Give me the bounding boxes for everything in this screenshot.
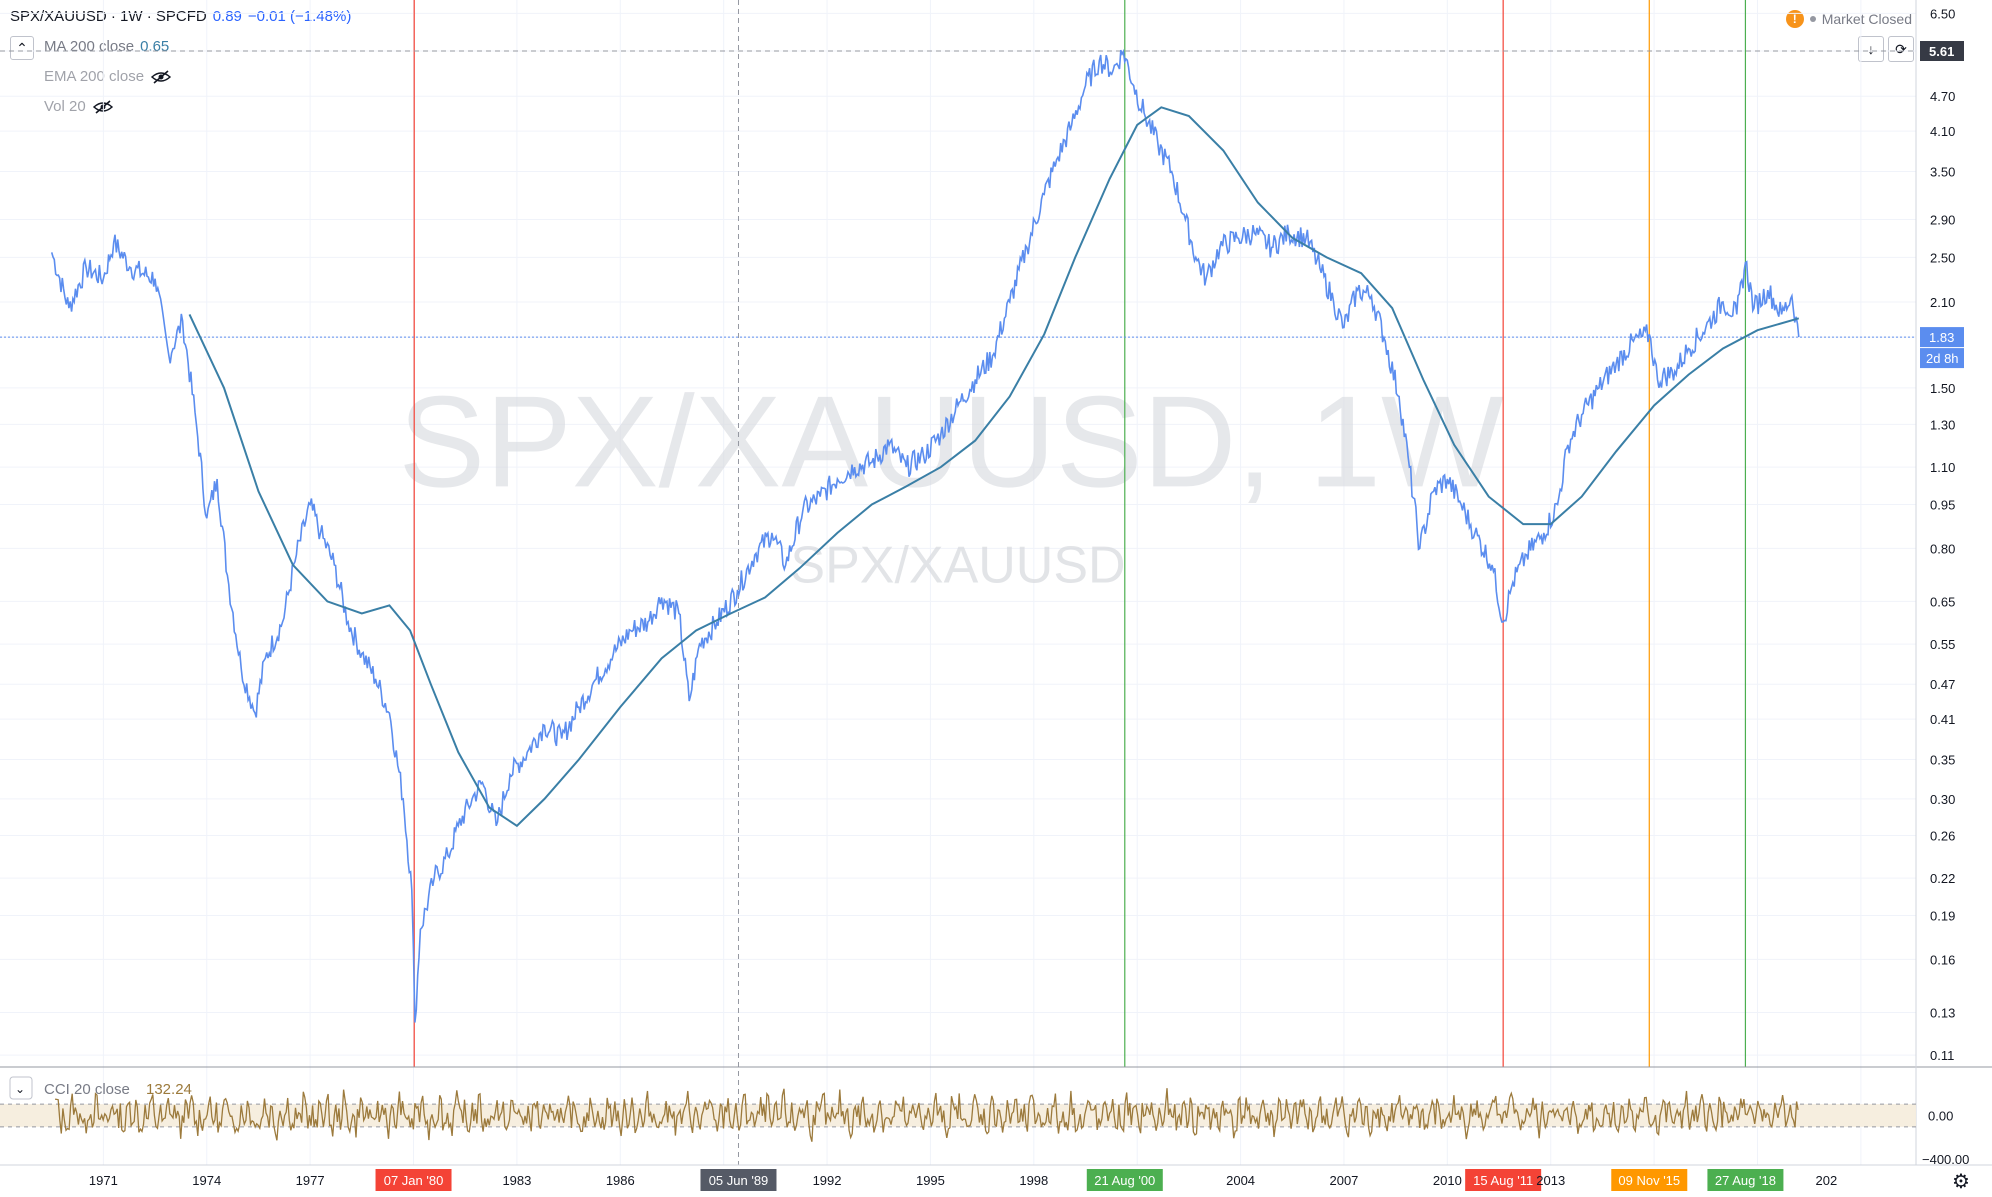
time-event-badge: [700, 1169, 777, 1191]
last-price: 0.89: [212, 8, 242, 25]
x-tick-label: 1974: [192, 1173, 221, 1188]
y-tick-label: 0.55: [1930, 637, 1955, 652]
x-tick-label: 2013: [1536, 1173, 1565, 1188]
symbol-title[interactable]: SPX/XAUUSD · 1W · SPCFD: [10, 8, 207, 25]
y-tick-label: 2.10: [1930, 295, 1955, 310]
chevron-up-icon: ⌃: [16, 39, 28, 56]
time-event-badge-label: 09 Nov '15: [1618, 1173, 1680, 1188]
time-event-badge-label: 27 Aug '18: [1715, 1173, 1776, 1188]
time-event-badge: [1086, 1169, 1163, 1191]
cci-legend-label: CCI 20 close: [44, 1081, 130, 1098]
y-tick-label: 6.50: [1930, 6, 1955, 21]
time-event-badge-label: 05 Jun '89: [709, 1173, 769, 1188]
y-tick-label: 4.70: [1930, 89, 1955, 104]
eye-off-icon[interactable]: [92, 99, 114, 114]
indicator-vol[interactable]: Vol 20: [44, 98, 114, 115]
last-price-badge-label: 1.83: [1929, 330, 1954, 345]
x-tick-label: 2004: [1226, 1173, 1255, 1188]
countdown-badge: [1920, 348, 1964, 369]
watermark-big: SPX/XAUUSD, 1W: [398, 368, 1504, 514]
y-tick-label: 0.47: [1930, 677, 1955, 692]
x-tick-label: 1977: [296, 1173, 325, 1188]
market-status[interactable]: ! Market Closed: [1785, 10, 1912, 28]
x-tick-label: 1995: [916, 1173, 945, 1188]
indicator-ema-label: EMA 200 close: [44, 68, 145, 85]
y-tick-label: 0.41: [1930, 712, 1955, 727]
collapse-indicators-button[interactable]: ⌃: [10, 36, 34, 60]
x-tick-label: 1998: [1019, 1173, 1048, 1188]
indicator-vol-label: Vol 20: [44, 98, 86, 115]
y-tick-label: 2.90: [1930, 213, 1955, 228]
x-tick-label: 2010: [1433, 1173, 1462, 1188]
warning-icon: !: [1785, 10, 1804, 28]
cci-series-line: [55, 1088, 1799, 1142]
x-tick-label: 2007: [1329, 1173, 1358, 1188]
time-event-badge-label: 07 Jan '80: [384, 1173, 444, 1188]
y-tick-label: 1.50: [1930, 381, 1955, 396]
current-price-badge-label: 5.61: [1929, 44, 1954, 59]
chart-legend: SPX/XAUUSD · 1W · SPCFD 0.89 −0.01 (−1.4…: [10, 8, 351, 25]
x-tick-label: 1992: [813, 1173, 842, 1188]
y-tick-label: 0.13: [1930, 1005, 1955, 1020]
current-price-badge: [1920, 40, 1964, 61]
cci-legend-value: 132.24: [146, 1081, 192, 1098]
market-status-label: Market Closed: [1821, 11, 1912, 27]
countdown-badge-label: 2d 8h: [1926, 351, 1959, 366]
y-tick-label: 0.11: [1930, 1048, 1954, 1063]
y-tick-label: 0.22: [1930, 871, 1955, 886]
x-tick-label: 1986: [606, 1173, 635, 1188]
last-price-badge: [1920, 327, 1964, 348]
ma200-series-line: [188, 106, 1800, 828]
y-tick-label: 0.26: [1930, 828, 1955, 843]
cci-y-tick-label: 0.00: [1928, 1109, 1953, 1124]
auto-scale-button[interactable]: ⟳: [1888, 36, 1914, 62]
time-event-badge-label: 15 Aug '11: [1473, 1173, 1533, 1188]
y-tick-label: 4.10: [1930, 124, 1955, 139]
watermark-small: SPX/XAUUSD: [790, 537, 1125, 595]
y-tick-label: 0.95: [1930, 498, 1955, 513]
y-tick-label: 1.10: [1930, 460, 1955, 475]
y-tick-label: 0.16: [1930, 952, 1955, 967]
y-tick-label: 0.65: [1930, 594, 1955, 609]
x-tick-label: 202: [1816, 1173, 1838, 1188]
y-tick-label: 0.80: [1930, 541, 1955, 556]
cci-collapse-button: [9, 1076, 33, 1100]
indicator-ema[interactable]: EMA 200 close: [44, 68, 172, 85]
price-series-line: [50, 48, 1800, 1023]
y-tick-label: 2.50: [1930, 250, 1955, 265]
scroll-to-latest-button[interactable]: ↓: [1858, 36, 1884, 62]
time-event-badge: [375, 1169, 452, 1191]
y-tick-label: 0.19: [1930, 909, 1955, 924]
time-event-badge: [1611, 1169, 1688, 1191]
time-event-badge: [1707, 1169, 1784, 1191]
y-tick-label: 1.30: [1930, 417, 1955, 432]
chevron-down-icon: ⌄: [15, 1082, 25, 1096]
y-tick-label: 0.35: [1930, 753, 1955, 768]
eye-off-icon[interactable]: [150, 69, 172, 84]
cci-y-tick-label: −400.00: [1922, 1152, 1969, 1167]
y-tick-label: 0.30: [1930, 792, 1955, 807]
x-tick-label: 1983: [502, 1173, 531, 1188]
price-change: −0.01 (−1.48%): [247, 8, 352, 25]
sync-icon: ⟳: [1895, 40, 1907, 57]
x-tick-label: 1971: [89, 1173, 118, 1188]
status-dot-icon: [1809, 16, 1816, 22]
y-tick-label: 3.50: [1930, 164, 1955, 179]
time-event-badge: [1465, 1169, 1542, 1191]
time-event-badge-label: 21 Aug '00: [1094, 1173, 1155, 1188]
arrow-down-icon: ↓: [1867, 41, 1875, 57]
gear-icon[interactable]: ⚙: [1952, 1171, 1970, 1193]
